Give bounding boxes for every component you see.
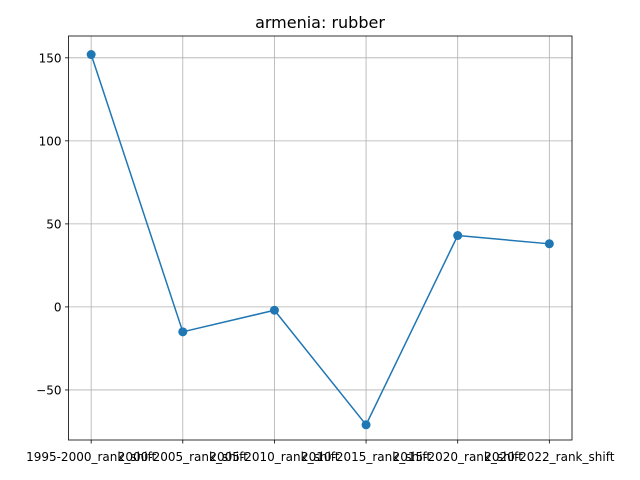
x-tick-label: 2000-2005_rank_shift xyxy=(118,450,248,464)
y-tick-label: 0 xyxy=(54,300,62,314)
tick-layer: 1995-2000_rank_shift2000-2005_rank_shift… xyxy=(26,51,615,464)
data-point xyxy=(453,231,463,241)
chart-title: armenia: rubber xyxy=(255,13,385,32)
y-tick-label: 50 xyxy=(46,217,61,231)
data-point xyxy=(178,327,188,337)
y-tick-label: −50 xyxy=(36,383,61,397)
axes-frame xyxy=(68,35,573,441)
data-point xyxy=(269,305,279,315)
y-tick-label: 150 xyxy=(39,51,62,65)
axes-layer xyxy=(68,35,573,441)
data-point xyxy=(361,420,371,430)
data-point xyxy=(544,239,554,249)
series-layer xyxy=(86,50,554,430)
x-tick-label: 2005-2010_rank_shift xyxy=(209,450,339,464)
x-tick-label: 2010-2015_rank_shift xyxy=(301,450,431,464)
data-point xyxy=(86,50,96,60)
x-tick-label: 2015-2020_rank_shift xyxy=(393,450,523,464)
series-line xyxy=(90,54,550,426)
y-tick-label: 100 xyxy=(39,134,62,148)
x-tick-label: 2020-2022_rank_shift xyxy=(484,450,614,464)
x-tick-label: 1995-2000_rank_shift xyxy=(26,450,156,464)
